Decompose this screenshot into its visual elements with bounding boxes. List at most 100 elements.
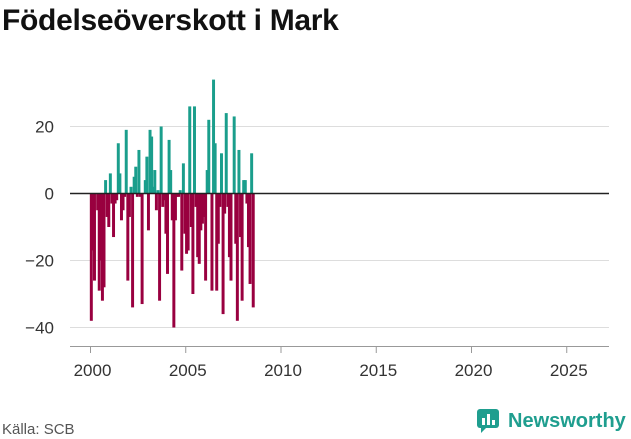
- bar: [99, 193, 103, 261]
- bar: [204, 193, 208, 281]
- bar: [178, 190, 182, 194]
- bar: [91, 193, 95, 251]
- bar: [132, 176, 136, 194]
- newsworthy-icon: [477, 409, 499, 433]
- bar: [185, 193, 189, 254]
- bar: [235, 193, 239, 321]
- bar: [116, 143, 120, 194]
- bar: [216, 193, 220, 244]
- x-tick-label: 2005: [169, 361, 207, 380]
- bar: [207, 119, 211, 194]
- bar: [189, 193, 193, 227]
- bar: [108, 173, 112, 194]
- bar: [134, 166, 138, 194]
- bar: [151, 186, 155, 194]
- bar: [243, 180, 247, 194]
- bar: [110, 193, 114, 204]
- bar: [202, 193, 206, 217]
- bar: [237, 149, 241, 194]
- bar: [143, 180, 147, 194]
- bar: [146, 193, 150, 231]
- bar: [242, 180, 246, 194]
- newsworthy-logo: Newsworthy: [476, 408, 626, 434]
- bar: [240, 193, 244, 301]
- bar: [96, 193, 100, 211]
- bar: [113, 193, 117, 204]
- bar: [140, 193, 144, 305]
- bar: [227, 193, 231, 258]
- bar: [145, 156, 149, 194]
- bar: [186, 193, 190, 251]
- bar: [175, 193, 179, 197]
- bar: [223, 193, 227, 214]
- bar: [127, 193, 131, 217]
- bar: [137, 149, 141, 194]
- bar: [107, 193, 111, 227]
- bar: [229, 193, 233, 281]
- bar: [93, 193, 96, 281]
- bar: [177, 193, 181, 197]
- bar: [139, 193, 143, 197]
- bar: [215, 193, 219, 291]
- bar: [102, 193, 106, 288]
- bar: [205, 170, 209, 194]
- x-tick-label: 2000: [74, 361, 112, 380]
- bar: [89, 193, 93, 321]
- bar: [251, 193, 255, 308]
- bar: [162, 193, 166, 201]
- bar: [246, 193, 250, 248]
- bar: [220, 153, 223, 194]
- bar: [166, 193, 169, 274]
- bar: [121, 193, 125, 211]
- x-tick-label: 2025: [550, 361, 588, 380]
- bar: [158, 193, 162, 301]
- bar: [156, 190, 160, 194]
- bar: [172, 193, 176, 328]
- bar: [193, 106, 196, 194]
- x-tick-label: 2020: [455, 361, 493, 380]
- y-tick-label: −40: [25, 319, 54, 338]
- bar: [170, 193, 174, 221]
- y-tick-label: 20: [35, 118, 54, 137]
- bar: [129, 186, 133, 194]
- bar: [126, 193, 130, 281]
- bar: [248, 193, 252, 284]
- bar: [118, 173, 122, 194]
- bar: [183, 193, 187, 234]
- bar: [173, 193, 177, 221]
- x-tick-label: 2015: [359, 361, 397, 380]
- bar: [135, 193, 139, 197]
- bar: [104, 180, 108, 194]
- bar: [169, 170, 173, 194]
- bar: [250, 153, 254, 194]
- bar: [112, 193, 116, 238]
- bar: [181, 163, 185, 194]
- bar: [164, 193, 168, 234]
- bar: [234, 193, 238, 244]
- bar: [148, 129, 152, 194]
- bar: [161, 193, 165, 207]
- bar: [180, 193, 184, 271]
- source-note: Källa: SCB: [2, 421, 75, 438]
- bar: [97, 193, 101, 291]
- bar: [124, 129, 128, 194]
- bar: [245, 193, 249, 204]
- bar: [226, 193, 230, 207]
- bar: [191, 193, 195, 294]
- bar: [196, 193, 200, 258]
- bar: [150, 136, 154, 194]
- bar: [188, 106, 192, 194]
- bar: [123, 193, 127, 197]
- bar: [194, 193, 198, 207]
- y-tick-label: −20: [25, 252, 54, 271]
- bar: [197, 193, 201, 264]
- bar: [131, 193, 135, 308]
- bar: [105, 193, 109, 217]
- bar: [232, 116, 236, 194]
- bar: [199, 193, 203, 231]
- bar: [224, 113, 228, 194]
- bar: [221, 193, 225, 315]
- bar: [153, 170, 157, 194]
- brand-name: Newsworthy: [508, 409, 626, 432]
